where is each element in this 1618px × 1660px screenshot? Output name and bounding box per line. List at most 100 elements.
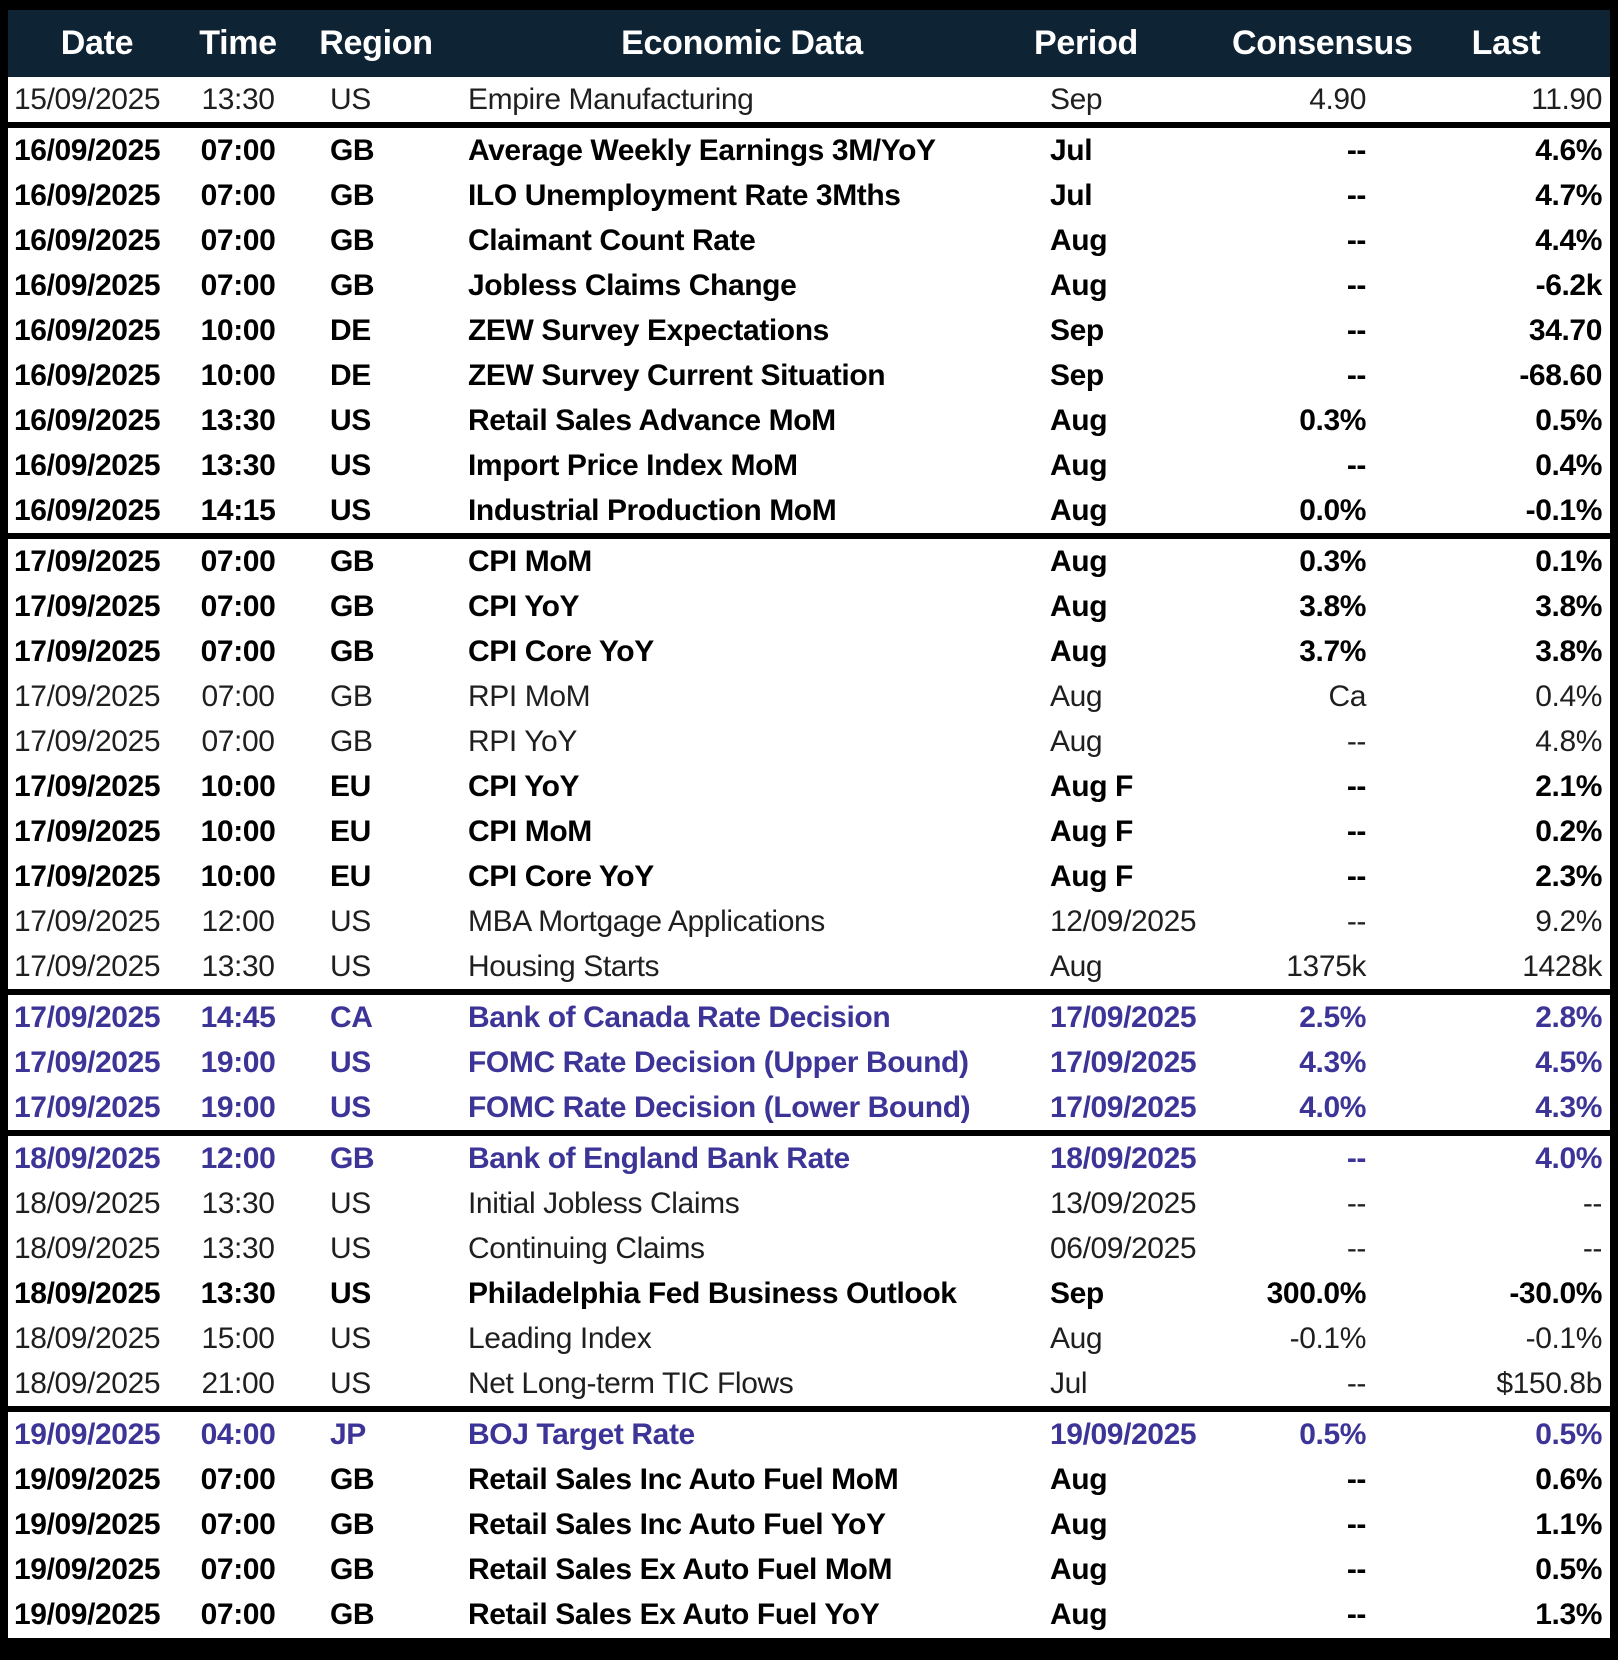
cell-consensus: 0.5% xyxy=(1232,1406,1402,1457)
cell-date: 18/09/2025 xyxy=(8,1181,186,1226)
cell-date: 16/09/2025 xyxy=(8,263,186,308)
cell-region: US xyxy=(290,899,462,944)
cell-consensus: -- xyxy=(1232,173,1402,218)
cell-last: 0.5% xyxy=(1402,1406,1610,1457)
cell-event: MBA Mortgage Applications xyxy=(462,899,1022,944)
cell-period: Sep xyxy=(1022,353,1232,398)
cell-event: Net Long-term TIC Flows xyxy=(462,1361,1022,1409)
cell-time: 07:00 xyxy=(186,629,290,674)
table-row: 17/09/2025 07:00 GB RPI YoY Aug -- 4.8% xyxy=(8,719,1610,764)
table-row: 16/09/2025 07:00 GB ILO Unemployment Rate 3… xyxy=(8,173,1610,218)
cell-period: Jul xyxy=(1022,1361,1232,1409)
cell-event: RPI MoM xyxy=(462,674,1022,719)
cell-date: 17/09/2025 xyxy=(8,1040,186,1085)
header-row: Date Time Region Economic Data Period Consens… xyxy=(8,10,1610,77)
cell-region: EU xyxy=(290,854,462,899)
cell-event: ZEW Survey Expectations xyxy=(462,308,1022,353)
cell-event: Claimant Count Rate xyxy=(462,218,1022,263)
cell-consensus: -- xyxy=(1232,1592,1402,1637)
cell-time: 07:00 xyxy=(186,1502,290,1547)
table-row: 17/09/2025 14:45 CA Bank of Canada Rate Dec… xyxy=(8,989,1610,1040)
cell-time: 15:00 xyxy=(186,1316,290,1361)
cell-region: GB xyxy=(290,674,462,719)
cell-last: -68.60 xyxy=(1402,353,1610,398)
cell-last: -- xyxy=(1402,1226,1610,1271)
cell-event: ILO Unemployment Rate 3Mths xyxy=(462,173,1022,218)
cell-time: 07:00 xyxy=(186,1547,290,1592)
table-row: 17/09/2025 12:00 US MBA Mortgage Applicatio… xyxy=(8,899,1610,944)
cell-event: CPI MoM xyxy=(462,809,1022,854)
cell-time: 07:00 xyxy=(186,584,290,629)
cell-region: US xyxy=(290,1316,462,1361)
cell-event: Leading Index xyxy=(462,1316,1022,1361)
cell-period: 17/09/2025 xyxy=(1022,989,1232,1040)
cell-region: GB xyxy=(290,1457,462,1502)
cell-date: 17/09/2025 xyxy=(8,719,186,764)
cell-period: Aug xyxy=(1022,584,1232,629)
cell-event: RPI YoY xyxy=(462,719,1022,764)
cell-time: 10:00 xyxy=(186,809,290,854)
table-row: 17/09/2025 10:00 EU CPI Core YoY Aug F -- 2.3% xyxy=(8,854,1610,899)
cell-last: 0.5% xyxy=(1402,1547,1610,1592)
cell-date: 17/09/2025 xyxy=(8,584,186,629)
cell-event: Jobless Claims Change xyxy=(462,263,1022,308)
cell-consensus: -- xyxy=(1232,1226,1402,1271)
cell-last: 4.4% xyxy=(1402,218,1610,263)
cell-consensus: -- xyxy=(1232,443,1402,488)
table-row: 19/09/2025 07:00 GB Retail Sales Ex Auto Fu… xyxy=(8,1547,1610,1592)
cell-date: 17/09/2025 xyxy=(8,989,186,1040)
cell-date: 17/09/2025 xyxy=(8,674,186,719)
cell-date: 16/09/2025 xyxy=(8,488,186,536)
cell-consensus: -- xyxy=(1232,1181,1402,1226)
cell-date: 17/09/2025 xyxy=(8,533,186,584)
cell-last: 4.5% xyxy=(1402,1040,1610,1085)
cell-region: US xyxy=(290,488,462,536)
cell-region: US xyxy=(290,1085,462,1133)
cell-region: US xyxy=(290,1271,462,1316)
cell-consensus: -- xyxy=(1232,218,1402,263)
cell-date: 17/09/2025 xyxy=(8,629,186,674)
cell-region: CA xyxy=(290,989,462,1040)
cell-time: 07:00 xyxy=(186,719,290,764)
table-row: 16/09/2025 07:00 GB Average Weekly Earnings… xyxy=(8,122,1610,173)
cell-time: 14:15 xyxy=(186,488,290,536)
cell-event: ZEW Survey Current Situation xyxy=(462,353,1022,398)
cell-time: 13:30 xyxy=(186,944,290,992)
cell-period: Aug F xyxy=(1022,809,1232,854)
cell-date: 19/09/2025 xyxy=(8,1457,186,1502)
cell-date: 16/09/2025 xyxy=(8,308,186,353)
cell-time: 10:00 xyxy=(186,854,290,899)
cell-consensus: -- xyxy=(1232,719,1402,764)
cell-period: 06/09/2025 xyxy=(1022,1226,1232,1271)
cell-date: 18/09/2025 xyxy=(8,1271,186,1316)
cell-consensus: -- xyxy=(1232,854,1402,899)
cell-region: GB xyxy=(290,629,462,674)
cell-region: DE xyxy=(290,353,462,398)
cell-period: 12/09/2025 xyxy=(1022,899,1232,944)
cell-period: Sep xyxy=(1022,308,1232,353)
cell-last: 0.6% xyxy=(1402,1457,1610,1502)
cell-event: Empire Manufacturing xyxy=(462,77,1022,125)
table-row: 17/09/2025 19:00 US FOMC Rate Decision (Upp… xyxy=(8,1040,1610,1085)
cell-time: 12:00 xyxy=(186,899,290,944)
cell-event: CPI Core YoY xyxy=(462,629,1022,674)
cell-consensus: -- xyxy=(1232,899,1402,944)
cell-consensus: -- xyxy=(1232,1547,1402,1592)
table-row: 18/09/2025 13:30 US Continuing Claims 06/09/… xyxy=(8,1226,1610,1271)
cell-event: FOMC Rate Decision (Lower Bound) xyxy=(462,1085,1022,1133)
table-row: 18/09/2025 12:00 GB Bank of England Bank Ra… xyxy=(8,1130,1610,1181)
cell-period: 17/09/2025 xyxy=(1022,1085,1232,1133)
cell-time: 13:30 xyxy=(186,443,290,488)
cell-consensus: -- xyxy=(1232,764,1402,809)
cell-date: 17/09/2025 xyxy=(8,854,186,899)
table-row: 18/09/2025 15:00 US Leading Index Aug -0.1% -0… xyxy=(8,1316,1610,1361)
cell-date: 15/09/2025 xyxy=(8,77,186,125)
cell-region: US xyxy=(290,398,462,443)
cell-period: Aug F xyxy=(1022,764,1232,809)
table-row: 17/09/2025 19:00 US FOMC Rate Decision (Low… xyxy=(8,1085,1610,1133)
cell-region: GB xyxy=(290,719,462,764)
cell-period: Aug xyxy=(1022,629,1232,674)
cell-last: 3.8% xyxy=(1402,584,1610,629)
cell-date: 19/09/2025 xyxy=(8,1547,186,1592)
table-row: 18/09/2025 21:00 US Net Long-term TIC Flows… xyxy=(8,1361,1610,1409)
